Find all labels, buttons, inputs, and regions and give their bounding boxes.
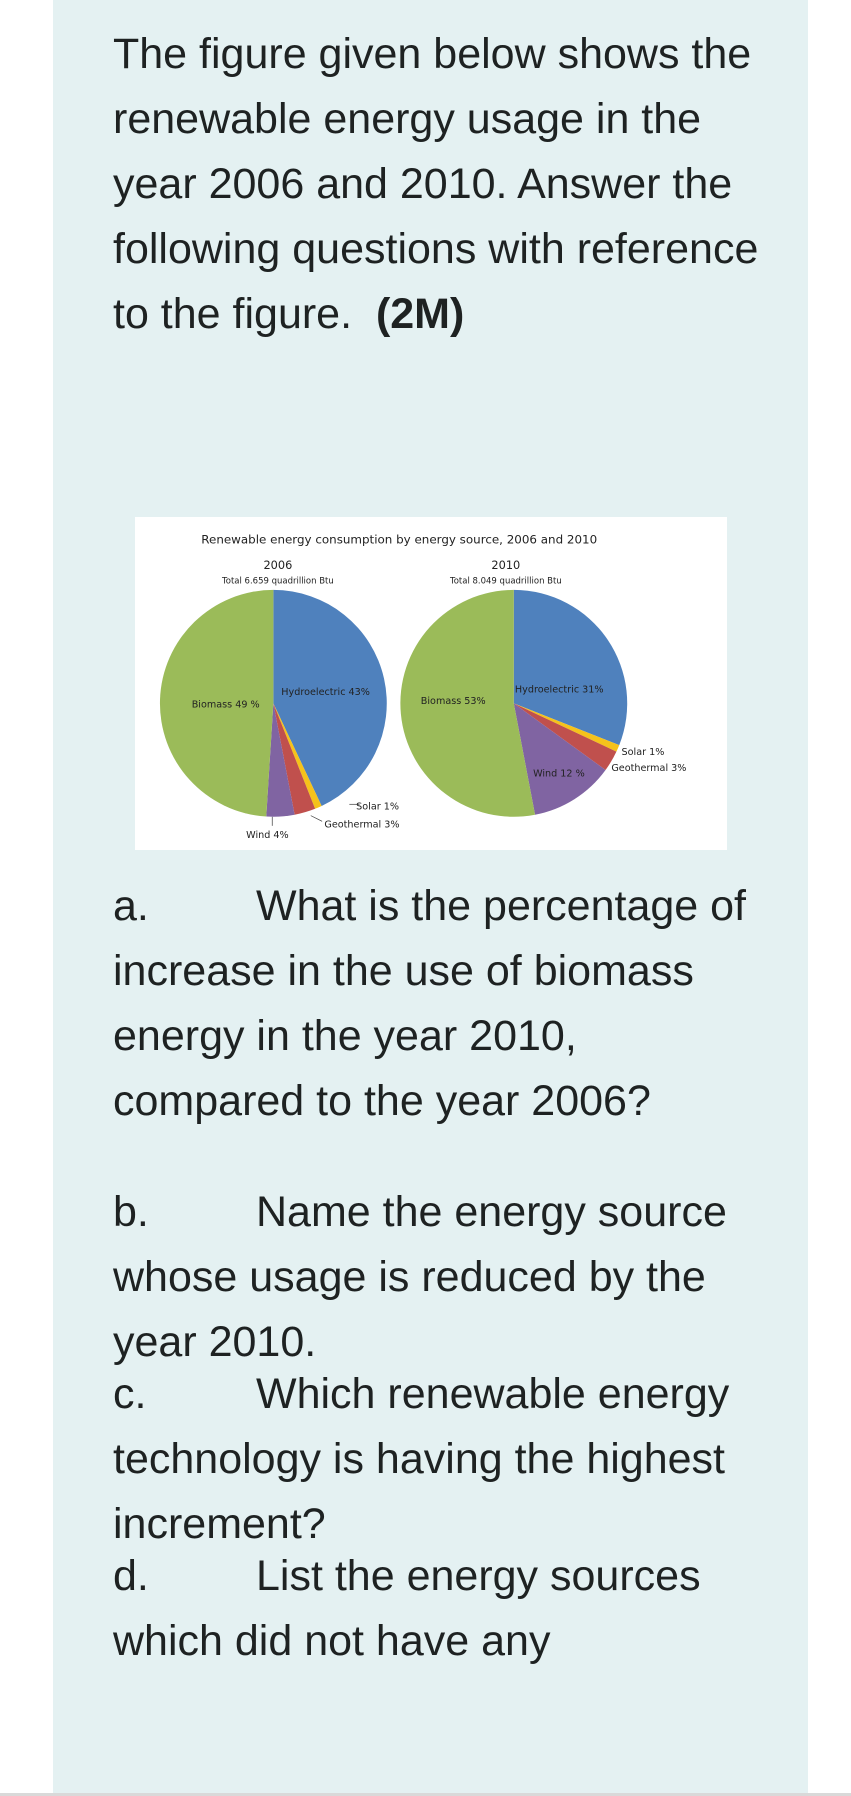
marks: (2M) bbox=[375, 290, 465, 338]
chart: Renewable energy consumption by energy s… bbox=[135, 517, 727, 850]
part-text: List the energy sources which did not ha… bbox=[113, 1552, 701, 1665]
pie-slice bbox=[400, 589, 536, 817]
question-part: a. What is the percentage of increase in … bbox=[113, 874, 763, 1134]
pie-slice bbox=[273, 589, 387, 806]
part-label: a. bbox=[113, 882, 149, 930]
leader-line bbox=[310, 815, 323, 822]
slice-label: Biomass 49 % bbox=[192, 699, 260, 710]
question-part: b. Name the energy source whose usage is … bbox=[113, 1180, 763, 1375]
part-label: b. bbox=[113, 1188, 149, 1236]
pie-title: 2006 bbox=[263, 558, 292, 572]
pie-title: 2010 bbox=[491, 558, 520, 572]
slice-label: Geothermal 3% bbox=[611, 763, 686, 774]
slice-label: Hydroelectric 43% bbox=[281, 687, 370, 698]
slice-label: Solar 1% bbox=[356, 802, 399, 813]
question-intro: The figure given below shows the renewab… bbox=[113, 22, 763, 347]
pie-slice bbox=[513, 703, 620, 752]
slice-label: Wind 4% bbox=[246, 830, 289, 841]
slice-label: Geothermal 3% bbox=[324, 820, 399, 831]
slice-label: Hydroelectric 31% bbox=[515, 685, 604, 696]
pie-subtitle: Total 8.049 quadrillion Btu bbox=[449, 576, 562, 586]
question-part: c. Which renewable energy technology is h… bbox=[113, 1362, 763, 1557]
slice-label: Biomass 53% bbox=[421, 696, 486, 707]
part-text: Which renewable energy technology is hav… bbox=[113, 1370, 730, 1548]
divider bbox=[0, 1793, 851, 1796]
pie-slice bbox=[513, 703, 617, 771]
part-text: What is the percentage of increase in th… bbox=[113, 882, 747, 1125]
part-label: d. bbox=[113, 1552, 149, 1600]
content-panel bbox=[53, 0, 808, 1793]
slice-label: Solar 1% bbox=[622, 747, 665, 758]
pie-slice bbox=[159, 589, 274, 817]
pie-slice bbox=[273, 703, 322, 809]
pie-subtitle: Total 6.659 quadrillion Btu bbox=[221, 576, 334, 586]
pie-slice bbox=[513, 589, 628, 746]
intro-text: The figure given below shows the renewab… bbox=[113, 30, 759, 338]
pie-slice bbox=[266, 703, 295, 817]
pie-slice bbox=[273, 703, 316, 815]
chart-title: Renewable energy consumption by energy s… bbox=[201, 533, 597, 547]
part-text: Name the energy source whose usage is re… bbox=[113, 1188, 727, 1366]
part-label: c. bbox=[113, 1370, 147, 1418]
question-part: d. List the energy sources which did not … bbox=[113, 1544, 763, 1674]
slice-label: Wind 12 % bbox=[533, 769, 585, 780]
pie-slice bbox=[513, 703, 606, 815]
